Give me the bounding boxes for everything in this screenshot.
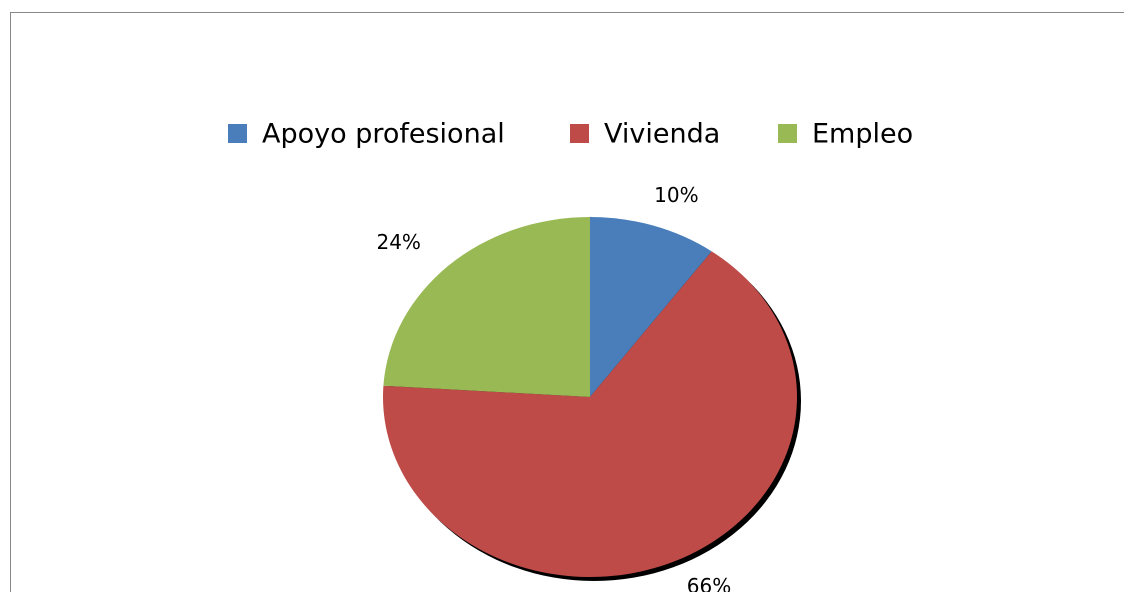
data-label: 10% <box>654 183 698 207</box>
legend-label: Vivienda <box>604 119 720 150</box>
legend-swatch <box>570 124 589 143</box>
data-label: 24% <box>376 230 420 254</box>
legend-swatch <box>228 124 247 143</box>
pie-slice <box>383 251 798 577</box>
pie-slice <box>590 217 712 397</box>
legend-swatch <box>778 124 797 143</box>
data-label: 66% <box>687 574 731 592</box>
pie-slice <box>383 217 590 397</box>
legend-label: Empleo <box>812 119 913 150</box>
legend-label: Apoyo profesional <box>262 119 505 150</box>
